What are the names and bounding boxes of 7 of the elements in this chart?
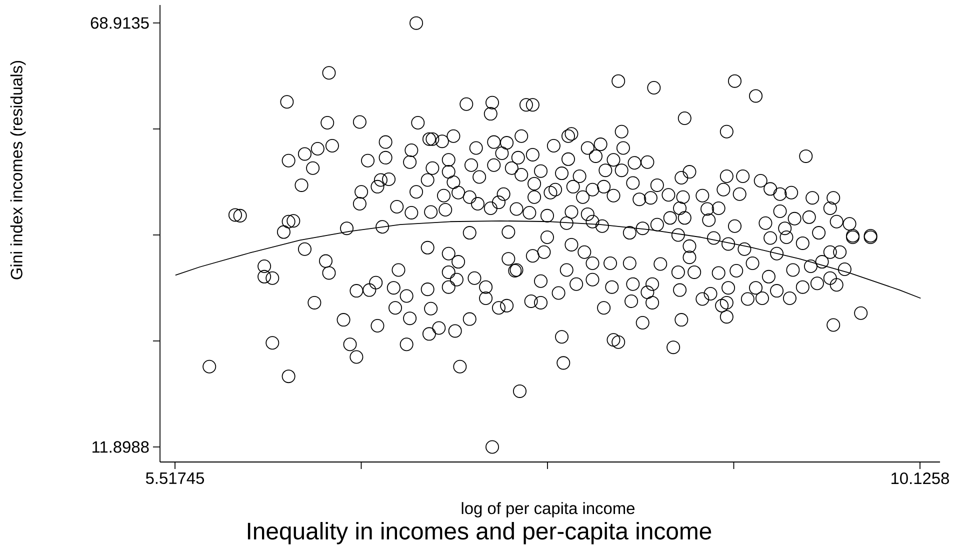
- x-axis-title: log of per capita income: [462, 502, 634, 518]
- y-tick-label: 68.9135: [90, 17, 149, 29]
- x-tick-label: 10.1258: [892, 472, 949, 484]
- y-tick-label: 11.8988: [92, 441, 149, 453]
- y-axis-title: Gini index incomes (residuals): [10, 60, 26, 280]
- x-tick-label: 5.51745: [146, 472, 204, 484]
- text: Inequality in incomes and per-capita income: [248, 522, 712, 544]
